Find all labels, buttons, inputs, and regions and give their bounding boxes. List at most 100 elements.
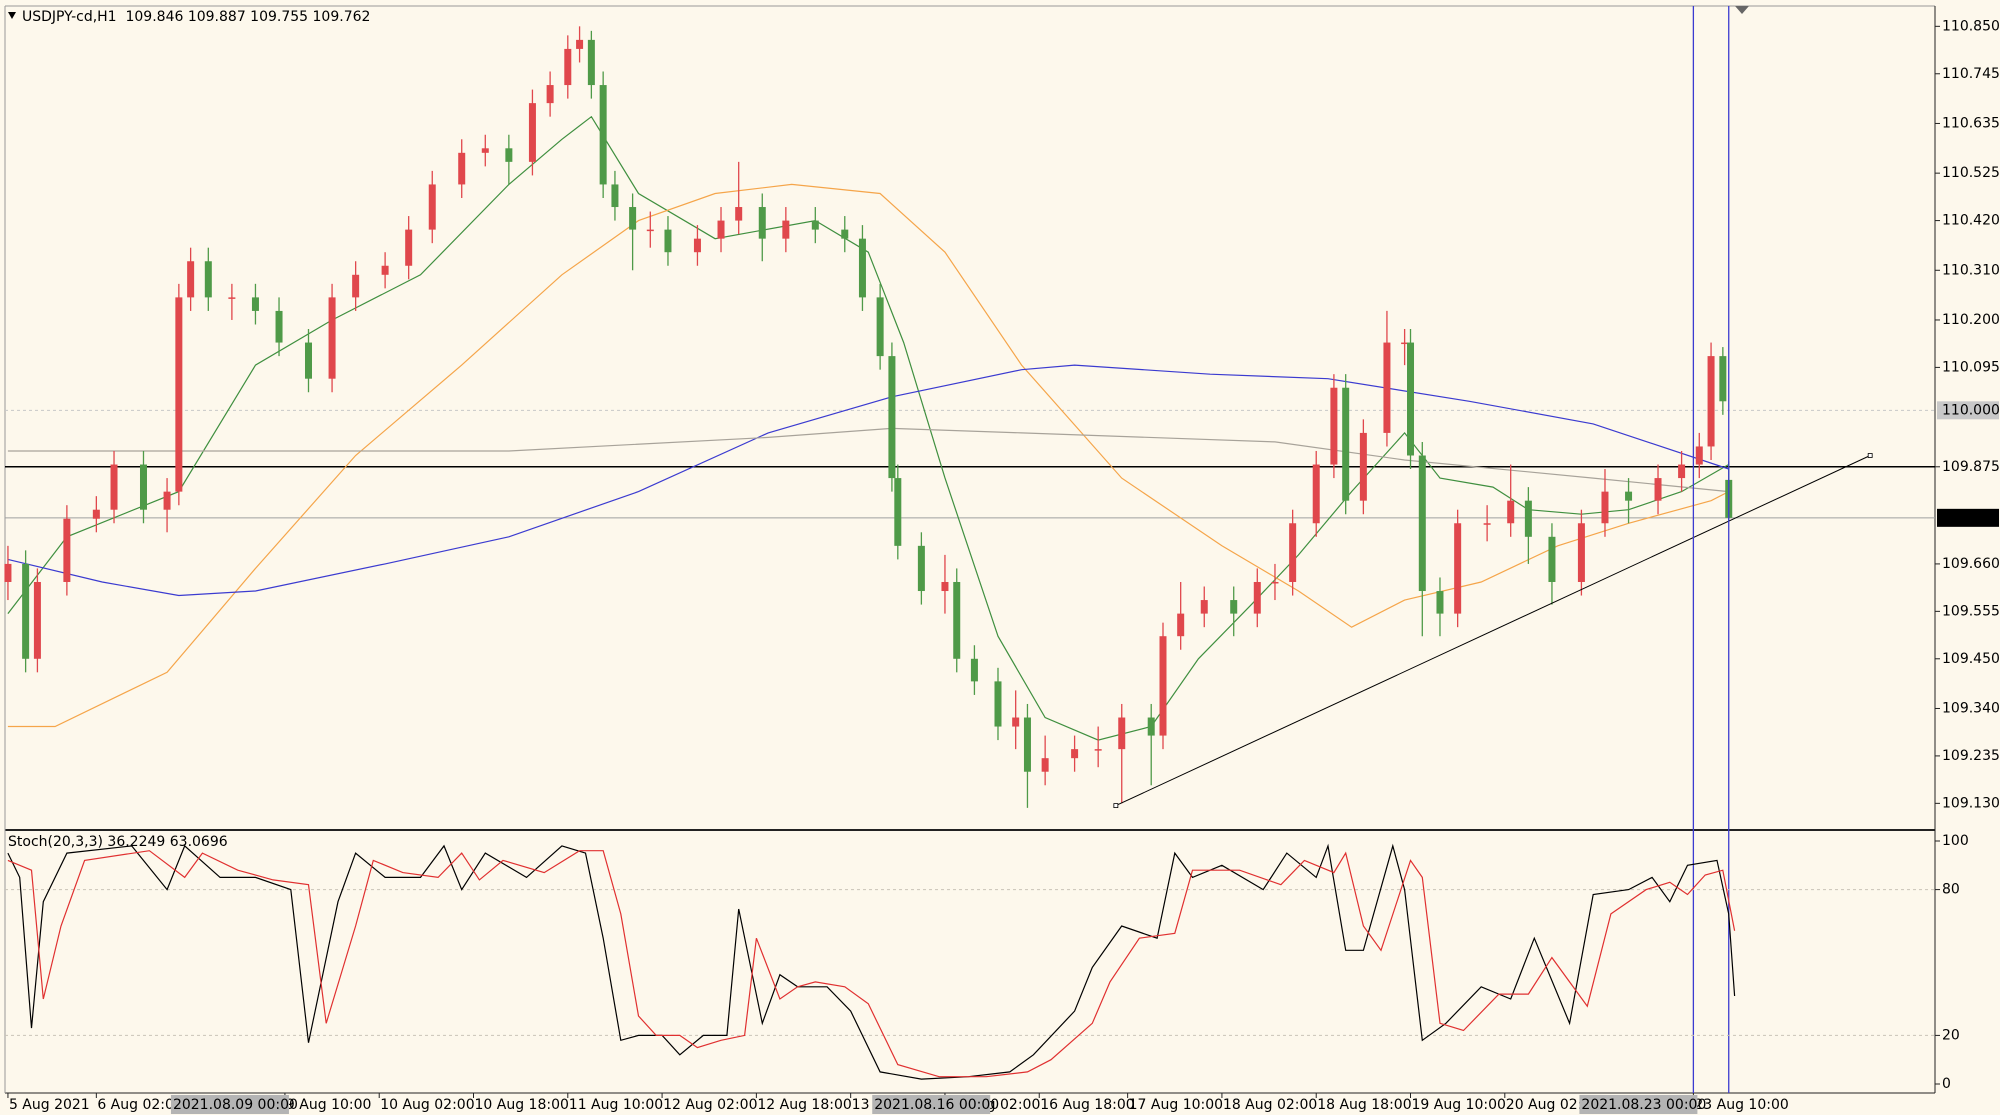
candle-body (1289, 523, 1297, 582)
candle-body (275, 310, 283, 343)
x-tick-label: 10 Aug 18:00 (475, 1097, 569, 1113)
candle-body (22, 563, 30, 659)
candle-body (110, 464, 118, 510)
candle-body (841, 229, 849, 239)
candle-body (941, 581, 949, 592)
x-tick-label: 16 Aug 18:00 (1040, 1097, 1134, 1113)
period-label: 2021.08.09 00:00 (173, 1097, 298, 1113)
x-tick-label: 5 Aug 2021 (9, 1097, 90, 1113)
candle-body (1507, 500, 1515, 524)
period-label-box (872, 1095, 991, 1114)
candle-body (1418, 455, 1426, 592)
candle-body (953, 581, 961, 659)
candle-body (352, 274, 360, 298)
candle-body (1601, 491, 1609, 524)
shift-indicator (1735, 6, 1749, 14)
candle-body (646, 229, 654, 232)
y-tick-label: 109.235 (1942, 748, 2000, 764)
candle-body (1678, 464, 1686, 479)
candle-body (1401, 342, 1409, 345)
candle-body (1359, 432, 1367, 501)
candle-body (458, 152, 466, 185)
y-tick-label: 110.420 (1942, 213, 2000, 229)
candle-body (139, 464, 147, 510)
moving-average (7, 183, 1729, 728)
candle-body (228, 297, 236, 299)
candle-body (664, 229, 672, 253)
candle-body (1271, 581, 1279, 584)
x-tick-label: 19 Aug 10:00 (1412, 1097, 1506, 1113)
candle-body (1041, 758, 1049, 772)
candle-body (1483, 523, 1491, 525)
candle-body (1654, 478, 1662, 501)
candle-body (811, 220, 819, 230)
y-tick-label: 110.525 (1942, 165, 2000, 181)
x-tick-label: 12 Aug 02:00 (663, 1097, 757, 1113)
candle-body (1253, 581, 1261, 614)
candle-body (970, 658, 978, 682)
candle-body (1524, 500, 1532, 537)
y-tick-label: 110.095 (1942, 359, 2000, 375)
candle-body (1342, 387, 1350, 501)
candle-body (599, 85, 607, 185)
x-tick-label: 11 Aug 10:00 (569, 1097, 663, 1113)
y-tick-label: 109.660 (1942, 556, 2000, 572)
candle-body (381, 265, 389, 275)
candle-body (63, 518, 71, 582)
candle-body (576, 39, 584, 49)
candle-body (1548, 536, 1556, 582)
candle-body (1071, 749, 1079, 759)
frame (4, 5, 1936, 1094)
trendline-anchor (1113, 803, 1119, 809)
symbol-header: USDJPY-cd,H1 109.846 109.887 109.755 109… (22, 9, 370, 25)
x-tick-label: 17 Aug 10:00 (1129, 1097, 1223, 1113)
candle-body (1407, 342, 1415, 456)
level-label-box (1937, 401, 1999, 420)
candle-body (1625, 491, 1633, 501)
candle-body (33, 581, 41, 659)
candle-body (1330, 387, 1338, 465)
candle-body (1159, 636, 1167, 736)
candle-body (1383, 342, 1391, 433)
period-label: 2021.08.23 00:00 (1581, 1097, 1706, 1113)
y-tick-label: 80 (1942, 882, 1960, 898)
candle-body (481, 148, 489, 153)
candle-body (1118, 717, 1126, 750)
moving-average (7, 364, 1729, 597)
y-tick-label: 109.450 (1942, 651, 2000, 667)
candle-body (587, 39, 595, 86)
y-tick-label: 109.555 (1942, 603, 2000, 619)
candle-body (528, 103, 536, 162)
y-tick-label: 109.130 (1942, 795, 2000, 811)
candle-body (693, 238, 701, 253)
candle-body (163, 491, 171, 510)
candle-body (4, 563, 12, 582)
x-tick-label: 6 Aug 02:00 (97, 1097, 182, 1113)
candle-body (1695, 446, 1703, 465)
y-tick-label: 0 (1942, 1076, 1951, 1092)
current-price-label: 109.762 (1942, 510, 2000, 526)
candle-body (858, 238, 866, 298)
y-tick-label: 110.310 (1942, 262, 2000, 278)
x-tick-label: 12 Aug 18:00 (757, 1097, 851, 1113)
candle-body (1230, 600, 1238, 614)
candle-body (304, 342, 312, 379)
candle-body (204, 261, 212, 298)
candle-body (629, 207, 637, 230)
candle-body (1023, 717, 1031, 772)
stochastic-line (7, 843, 1736, 1080)
candle-body (1577, 523, 1585, 582)
candle-body (1707, 356, 1715, 447)
candle-body (1012, 717, 1020, 727)
x-tick-label: 18 Aug 02:00 (1223, 1097, 1317, 1113)
x-tick-label: 20 Aug 02:00 (1506, 1097, 1600, 1113)
y-tick-label: 109.340 (1942, 700, 2000, 716)
candle-body (1454, 523, 1462, 614)
moving-average (7, 427, 1729, 493)
indicator-header: Stoch(20,3,3) 36.2249 63.0696 (8, 834, 228, 850)
candle-body (175, 297, 183, 492)
y-tick-label: 110.635 (1942, 115, 2000, 131)
candle-body (251, 297, 259, 311)
